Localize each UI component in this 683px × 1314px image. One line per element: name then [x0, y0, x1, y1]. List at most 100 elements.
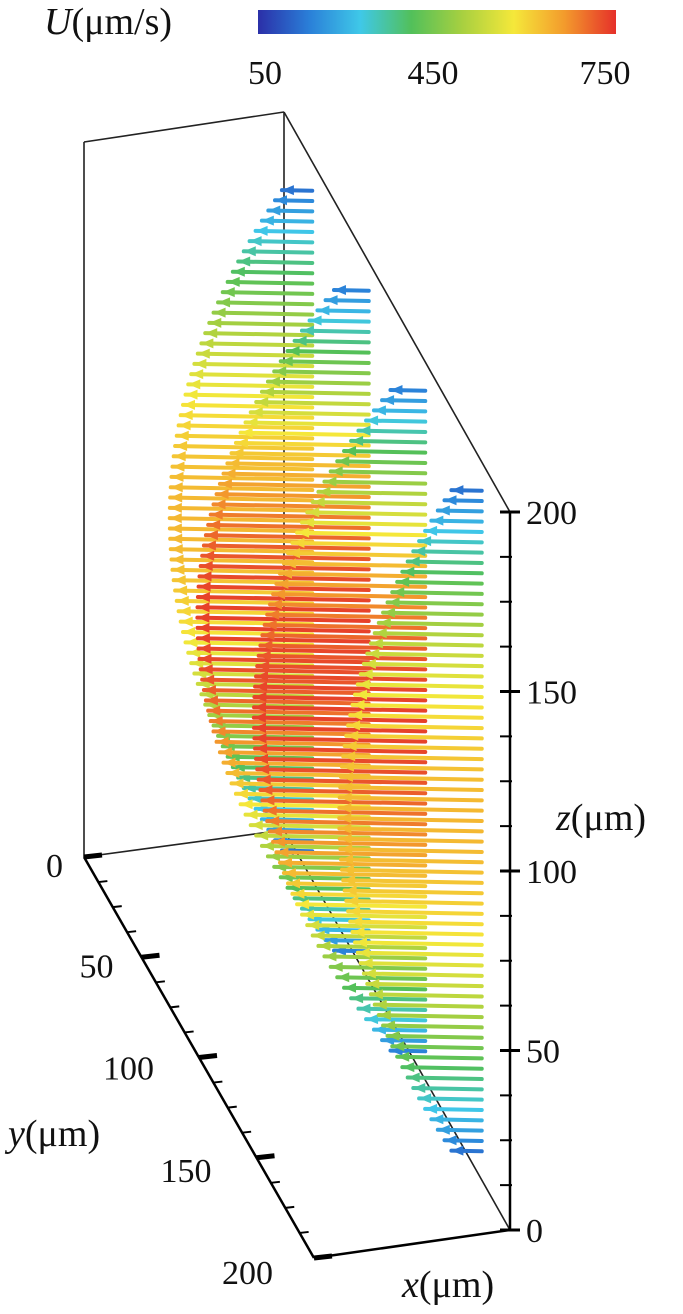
vector-arrowhead: [451, 1145, 464, 1156]
velocity-vector: [322, 954, 428, 961]
vector-arrowhead: [198, 581, 211, 592]
y-major-tick: [83, 852, 103, 860]
vector-arrowhead: [302, 909, 315, 920]
velocity-vector: [251, 705, 428, 713]
velocity-vector: [253, 684, 428, 693]
vector-arrowhead: [352, 926, 365, 937]
vector-arrowhead: [288, 548, 301, 559]
box-edge: [83, 829, 285, 858]
velocity-vector: [208, 719, 371, 727]
velocity-vector: [337, 805, 484, 813]
vector-arrowhead: [340, 771, 353, 782]
vector-arrowhead: [276, 578, 289, 589]
vector-arrowhead: [205, 328, 218, 339]
vector-arrowhead: [260, 784, 273, 795]
vector-arrowhead: [202, 550, 215, 561]
vector-arrowhead: [397, 576, 410, 587]
vector-arrowhead: [202, 674, 215, 685]
vector-arrowhead: [367, 648, 380, 659]
y-minor-tick: [227, 1105, 237, 1109]
z-tick-label: 50: [526, 1034, 560, 1071]
vector-arrowhead: [340, 854, 353, 865]
vector-arrowhead: [351, 435, 364, 446]
vector-arrowhead: [348, 720, 361, 731]
velocity-vector: [248, 410, 371, 417]
velocity-vector: [254, 400, 371, 407]
velocity-vector: [316, 943, 428, 951]
vector-arrowhead: [235, 437, 248, 448]
vector-arrowhead: [309, 315, 322, 326]
velocity-vector: [168, 485, 315, 493]
vector-arrowhead: [431, 1114, 444, 1125]
vector-arrowhead: [213, 726, 226, 737]
velocity-vector: [337, 816, 484, 823]
velocity-vector: [342, 744, 484, 751]
vector-arrowhead: [357, 679, 370, 690]
vector-arrowhead: [178, 606, 191, 617]
vector-arrowhead: [256, 397, 269, 408]
vector-arrowhead: [232, 266, 245, 277]
velocity-vector: [183, 392, 315, 400]
velocity-vector: [230, 269, 315, 276]
vector-arrowhead: [261, 215, 274, 226]
vector-arrowhead: [175, 585, 188, 596]
velocity-vector: [385, 600, 484, 607]
vector-arrowhead: [280, 356, 293, 367]
velocity-vector: [173, 444, 315, 451]
y-minor-tick: [127, 930, 137, 934]
vector-arrowhead: [240, 799, 253, 810]
vector-arrowhead: [243, 246, 256, 257]
colorbar-unit: (μm/s): [71, 1, 172, 43]
y-tick-label: 50: [80, 948, 114, 985]
velocity-vector: [255, 664, 428, 672]
vector-arrowhead: [325, 295, 338, 306]
vector-arrowhead: [208, 705, 221, 716]
velocity-vector: [348, 919, 484, 927]
velocity-vector: [400, 1065, 484, 1071]
vector-arrowhead: [176, 430, 189, 441]
vector-arrowhead: [268, 205, 281, 216]
velocity-vector: [220, 290, 315, 296]
vector-arrowhead: [270, 599, 283, 610]
vector-arrowhead: [318, 940, 331, 951]
vector-arrowhead: [180, 616, 193, 627]
velocity-vector: [260, 798, 428, 806]
velocity-vector: [281, 870, 428, 878]
vector-arrowhead: [264, 619, 277, 630]
velocity-vector: [316, 489, 428, 496]
y-minor-tick: [98, 880, 108, 884]
vector-arrowhead: [253, 712, 266, 723]
velocity-vector: [361, 971, 484, 978]
vector-arrowhead: [390, 385, 403, 396]
velocity-vector: [405, 1075, 484, 1082]
velocity-vector: [168, 536, 315, 544]
vector-arrowhead: [312, 497, 325, 508]
vector-arrowhead: [352, 699, 365, 710]
vector-arrowhead: [219, 747, 232, 758]
vector-arrowhead: [203, 684, 216, 695]
vector-arrowhead: [378, 1010, 391, 1021]
velocity-vector: [278, 359, 371, 365]
vector-arrowhead: [367, 978, 380, 989]
vector-arrowhead: [250, 820, 263, 831]
vector-arrowhead: [407, 556, 420, 567]
vector-arrowhead: [254, 691, 267, 702]
vector-arrowhead: [258, 774, 271, 785]
colorbar: U(μm/s) 50 450 750: [44, 1, 631, 92]
y-minor-tick: [299, 1230, 309, 1234]
velocity-vector: [341, 878, 484, 885]
velocity-vector: [262, 622, 428, 631]
vector-arrowhead: [339, 802, 352, 813]
velocity-vector: [262, 808, 428, 816]
vector-arrowhead: [407, 1072, 420, 1083]
vector-arrowhead: [185, 637, 198, 648]
vector-arrowhead: [227, 767, 240, 778]
vector-arrowhead: [188, 379, 201, 390]
vector-arrowhead: [205, 695, 218, 706]
vector-arrowhead: [281, 185, 294, 196]
velocity-vector: [169, 474, 315, 482]
vector-arrowhead: [370, 638, 383, 649]
vector-arrowhead: [351, 993, 364, 1004]
velocity-vector: [272, 369, 371, 376]
